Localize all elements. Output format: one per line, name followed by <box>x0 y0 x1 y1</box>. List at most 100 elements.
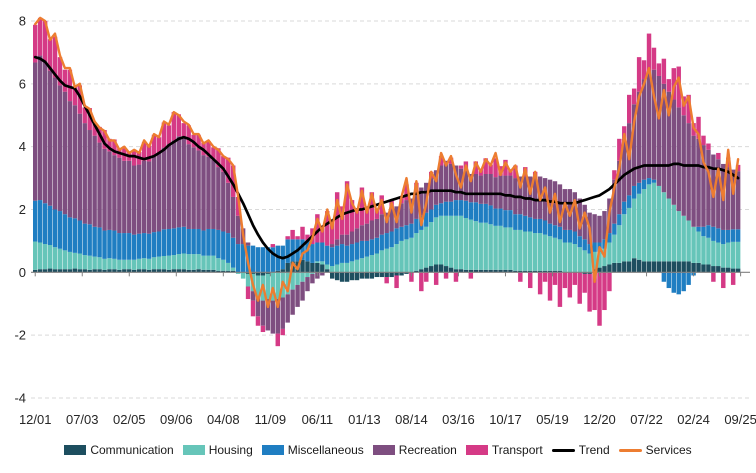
bar-segment-miscellaneous <box>636 182 642 194</box>
bar-segment-communication <box>641 261 647 273</box>
bar-segment-miscellaneous <box>730 229 736 242</box>
bar-segment-housing <box>206 255 211 270</box>
bar-segment-communication <box>151 269 157 273</box>
bar-segment-recreation <box>186 144 191 229</box>
bar-segment-recreation <box>226 182 231 234</box>
bar-segment-housing <box>414 233 419 271</box>
bar-segment-communication <box>483 269 488 273</box>
bar-segment-communication <box>730 268 736 273</box>
bar-segment-recreation <box>122 160 127 234</box>
bar-segment-housing <box>389 247 394 273</box>
bar-segment-transport <box>42 21 48 62</box>
bar-segment-miscellaneous <box>161 229 167 256</box>
bar-segment-communication <box>636 259 642 273</box>
bar-segment-miscellaneous <box>47 205 53 245</box>
bar-segment-transport <box>33 24 38 63</box>
bar-segment-communication <box>141 269 147 273</box>
bar-segment-miscellaneous <box>216 229 221 259</box>
legend-box-swatch-communication <box>64 445 87 455</box>
bar-segment-miscellaneous <box>523 215 528 232</box>
bar-segment-recreation <box>473 174 478 203</box>
bar-segment-housing <box>409 237 414 273</box>
x-axis-label: 08/14 <box>395 412 428 427</box>
bar-segment-housing <box>171 255 177 270</box>
bar-segment-housing <box>706 237 711 265</box>
bar-segment-transport <box>513 165 518 179</box>
bar-segment-transport <box>394 275 399 289</box>
bar-segment-communication <box>315 262 320 273</box>
bar-segment-housing <box>334 264 340 273</box>
bar-segment-miscellaneous <box>206 228 211 256</box>
bar-segment-communication <box>47 268 53 273</box>
legend-item-transport: Transport <box>465 443 543 457</box>
bar-segment-miscellaneous <box>33 200 38 242</box>
bar-segment-housing <box>443 215 449 267</box>
bar-segment-transport <box>666 79 672 92</box>
bar-segment-communication <box>696 262 701 273</box>
bar-segment-housing <box>181 253 186 270</box>
bar-segment-transport <box>37 17 43 56</box>
bar-segment-housing <box>636 193 642 260</box>
bar-segment-miscellaneous <box>631 185 637 199</box>
bar-segment-recreation <box>463 170 469 201</box>
bar-segment-transport <box>57 57 63 86</box>
bar-segment-recreation <box>127 160 132 234</box>
bar-segment-transport <box>424 272 429 282</box>
bar-segment-housing <box>310 272 315 274</box>
bar-segment-communication <box>374 272 379 278</box>
bar-segment-communication <box>656 261 662 273</box>
bar-segment-miscellaneous <box>433 204 439 218</box>
bar-segment-communication <box>651 261 657 273</box>
bar-segment-housing <box>656 185 662 262</box>
bar-segment-recreation <box>730 169 736 230</box>
bar-segment-communication <box>107 269 112 273</box>
bar-segment-recreation <box>72 105 78 219</box>
bar-segment-housing <box>532 233 538 271</box>
bar-segment-transport <box>315 214 320 243</box>
bar-segment-recreation <box>349 231 355 245</box>
bar-segment-housing <box>661 192 667 262</box>
bar-segment-housing <box>448 215 454 268</box>
bar-segment-recreation <box>641 79 647 180</box>
bar-segment-miscellaneous <box>176 227 181 255</box>
bar-segment-communication <box>57 269 63 273</box>
bar-segment-recreation <box>448 163 454 202</box>
bar-segment-communication <box>280 269 285 273</box>
bar-segment-recreation <box>47 70 53 206</box>
bar-segment-housing <box>344 262 350 273</box>
bar-segment-miscellaneous <box>686 272 691 285</box>
bar-segment-transport <box>671 68 676 100</box>
bar-segment-communication <box>399 272 404 276</box>
bar-segment-housing <box>453 215 459 270</box>
bar-segment-housing <box>186 254 191 270</box>
bar-segment-transport <box>290 229 295 240</box>
bar-segment-housing <box>369 255 375 273</box>
bar-segment-housing <box>671 204 676 262</box>
bar-segment-housing <box>265 273 271 300</box>
bar-segment-communication <box>379 272 384 278</box>
bar-segment-transport <box>102 130 107 149</box>
bar-segment-recreation <box>617 160 622 215</box>
bar-segment-miscellaneous <box>641 179 647 190</box>
bar-segment-recreation <box>92 135 97 227</box>
bar-segment-communication <box>87 269 92 273</box>
x-axis-label: 02/24 <box>677 412 710 427</box>
bar-segment-communication <box>122 269 127 273</box>
bar-segment-transport <box>364 207 370 224</box>
bar-segment-communication <box>612 262 617 273</box>
bar-segment-communication <box>33 269 38 273</box>
bar-segment-housing <box>379 250 384 273</box>
bar-segment-transport <box>419 272 424 292</box>
bar-segment-communication <box>493 269 498 273</box>
bar-segment-housing <box>325 264 330 270</box>
bar-segment-miscellaneous <box>735 229 741 242</box>
bar-segment-transport <box>92 123 97 136</box>
bar-segment-transport <box>612 170 617 180</box>
bar-segment-miscellaneous <box>72 218 78 253</box>
bar-segment-housing <box>92 256 97 270</box>
bar-segment-housing <box>216 258 221 271</box>
bar-segment-housing <box>582 250 587 273</box>
bar-segment-housing <box>77 253 82 270</box>
bar-segment-housing <box>270 272 276 301</box>
bar-segment-recreation <box>107 151 112 230</box>
